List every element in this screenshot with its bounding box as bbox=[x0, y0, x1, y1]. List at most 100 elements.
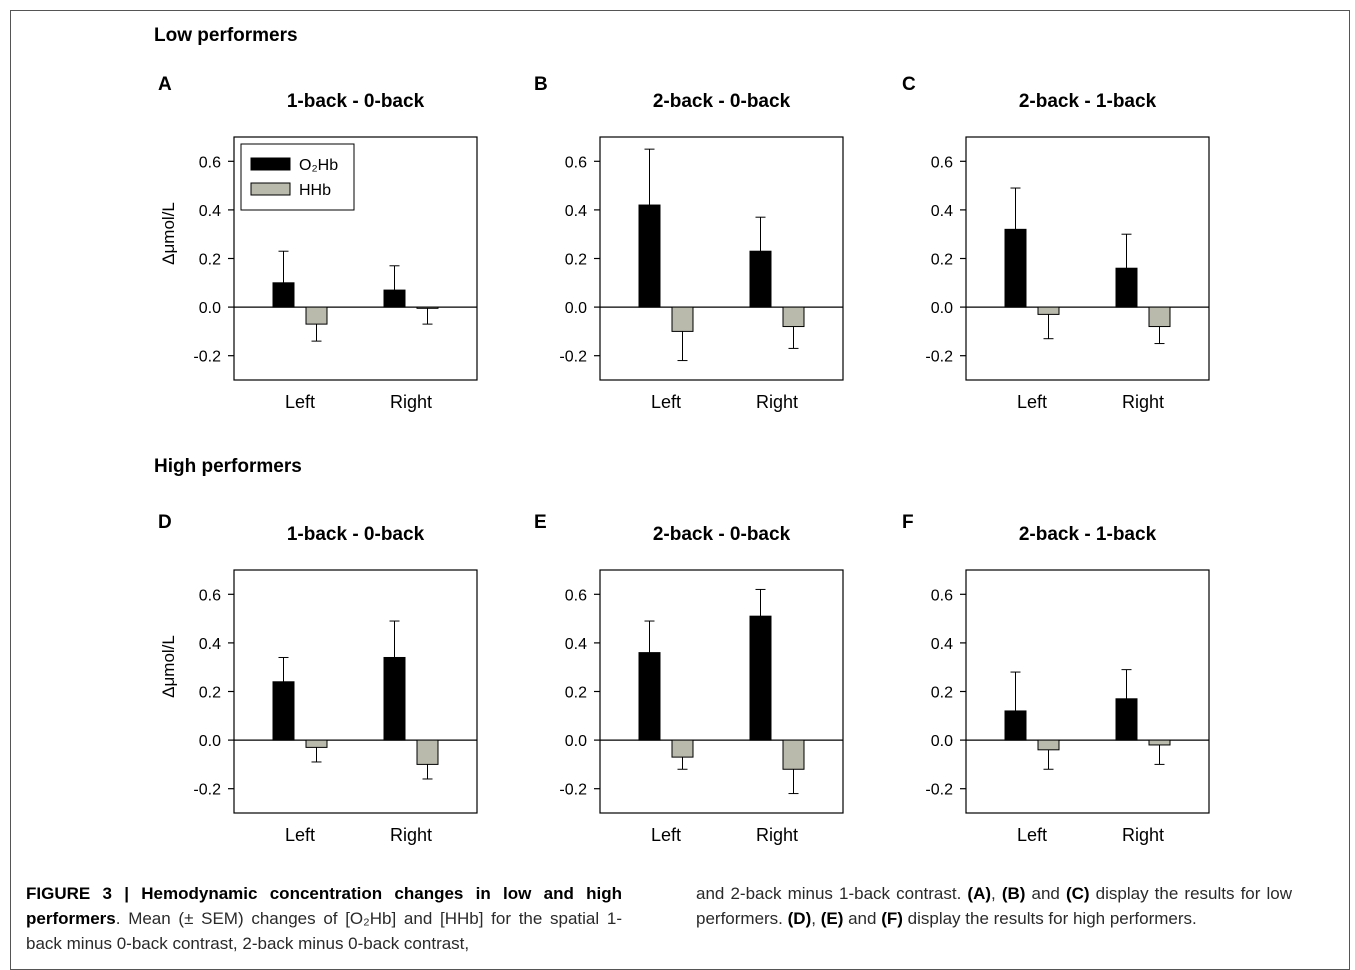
y-tick-label: 0.2 bbox=[565, 252, 587, 269]
chart-c: 2-back - 1-back -0.2 0.0 0.2 0.4 0.6 Left Right bbox=[925, 91, 1210, 412]
panel-letter-c: C bbox=[902, 74, 916, 95]
caption-and: and bbox=[843, 909, 882, 928]
y-axis-label: Δμmol/L bbox=[159, 635, 178, 698]
plot-frame bbox=[965, 136, 1210, 381]
bar-o2hb bbox=[272, 282, 295, 308]
x-tick-label: Right bbox=[390, 392, 432, 412]
bar-o2hb bbox=[383, 289, 406, 308]
panel-letter-d: D bbox=[158, 512, 172, 533]
legend-swatch-hhb bbox=[250, 182, 291, 196]
caption-ref-b: (B) bbox=[1001, 884, 1026, 903]
x-tick-label: Left bbox=[285, 392, 315, 412]
y-tick-label: 0.4 bbox=[931, 636, 953, 653]
y-tick-label: -0.2 bbox=[925, 349, 953, 366]
legend-box bbox=[240, 143, 355, 211]
y-tick-label: 0.0 bbox=[199, 300, 221, 317]
x-tick-label: Right bbox=[1122, 392, 1164, 412]
bar-hhb bbox=[305, 739, 328, 748]
y-tick-label: 0.2 bbox=[199, 252, 221, 269]
bar-hhb bbox=[782, 739, 805, 770]
bar-hhb bbox=[782, 306, 805, 328]
legend-label: O₂Hb bbox=[299, 157, 338, 174]
bar-o2hb bbox=[1115, 267, 1138, 308]
y-tick-label: 0.2 bbox=[565, 685, 587, 702]
plot-frame bbox=[965, 569, 1210, 814]
x-tick-label: Right bbox=[756, 392, 798, 412]
y-tick-label: 0.6 bbox=[565, 587, 587, 604]
bar-o2hb bbox=[1004, 710, 1027, 741]
caption-right-column: and 2-back minus 1-back contrast. (A), (… bbox=[696, 881, 1292, 931]
bar-hhb bbox=[1148, 739, 1171, 746]
panel-letter-f: F bbox=[902, 512, 914, 533]
bar-hhb bbox=[1037, 739, 1060, 751]
y-tick-label: 0.0 bbox=[565, 733, 587, 750]
caption-sep: , bbox=[811, 909, 821, 928]
x-tick-label: Left bbox=[1017, 392, 1047, 412]
legend-swatch-o2hb bbox=[250, 157, 291, 171]
bar-o2hb bbox=[638, 204, 661, 308]
x-tick-label: Left bbox=[651, 392, 681, 412]
chart-f: 2-back - 1-back -0.2 0.0 0.2 0.4 0.6 Left Right bbox=[925, 524, 1210, 845]
panel-letter-a: A bbox=[158, 74, 172, 95]
legend-label: HHb bbox=[299, 182, 331, 199]
y-tick-label: 0.6 bbox=[931, 587, 953, 604]
bar-o2hb bbox=[1004, 228, 1027, 308]
caption-ref-d: (D) bbox=[787, 909, 812, 928]
caption-ref-c: (C) bbox=[1065, 884, 1090, 903]
caption-lead: FIGURE 3 | Hemodynamic concentration cha… bbox=[26, 884, 622, 928]
x-tick-label: Right bbox=[390, 825, 432, 845]
group-title-low: Low performers bbox=[154, 25, 298, 46]
y-tick-label: 0.2 bbox=[931, 252, 953, 269]
group-title-high: High performers bbox=[154, 456, 302, 477]
bar-o2hb bbox=[749, 615, 772, 741]
caption-part2b: display the results for low performers. bbox=[696, 884, 1292, 928]
plot-frame bbox=[599, 569, 844, 814]
y-tick-label: 0.4 bbox=[565, 636, 587, 653]
plot-frame bbox=[599, 136, 844, 381]
y-tick-label: 0.6 bbox=[931, 154, 953, 171]
caption-and: and bbox=[1025, 884, 1066, 903]
chart-d: 1-back - 0-back -0.2 0.0 0.2 0.4 0.6 Δμmol/L Le… bbox=[159, 524, 478, 845]
panel-letter-b: B bbox=[534, 74, 548, 95]
bar-o2hb bbox=[749, 250, 772, 308]
bar-o2hb bbox=[1115, 698, 1138, 741]
bar-hhb bbox=[416, 306, 439, 309]
bar-o2hb bbox=[272, 681, 295, 741]
x-tick-label: Left bbox=[285, 825, 315, 845]
bar-hhb bbox=[305, 306, 328, 325]
y-tick-label: 0.0 bbox=[931, 733, 953, 750]
plot-frame bbox=[233, 569, 478, 814]
chart-e: 2-back - 0-back -0.2 0.0 0.2 0.4 0.6 Left Right bbox=[559, 524, 844, 845]
caption-left-column: FIGURE 3 | Hemodynamic concentration cha… bbox=[26, 881, 622, 956]
x-tick-label: Left bbox=[651, 825, 681, 845]
caption-ref-e: (E) bbox=[820, 909, 844, 928]
y-tick-label: 0.2 bbox=[199, 685, 221, 702]
y-tick-label: -0.2 bbox=[193, 782, 221, 799]
y-tick-label: 0.6 bbox=[199, 154, 221, 171]
x-tick-label: Left bbox=[1017, 825, 1047, 845]
y-tick-label: -0.2 bbox=[925, 782, 953, 799]
caption-part1: . Mean (± SEM) changes of [O₂Hb] and [HH… bbox=[26, 909, 622, 953]
x-tick-label: Right bbox=[1122, 825, 1164, 845]
y-tick-label: -0.2 bbox=[559, 782, 587, 799]
chart-title: 1-back - 0-back bbox=[287, 524, 425, 545]
caption-ref-a: (A) bbox=[967, 884, 992, 903]
panel-letter-e: E bbox=[534, 512, 547, 533]
chart-a: 1-back - 0-back -0.2 0.0 0.2 0.4 0.6 Δμmol/L Le… bbox=[159, 91, 478, 412]
y-tick-label: -0.2 bbox=[559, 349, 587, 366]
chart-title: 2-back - 1-back bbox=[1019, 524, 1157, 545]
bar-o2hb bbox=[383, 656, 406, 741]
chart-b: 2-back - 0-back -0.2 0.0 0.2 0.4 0.6 Left Right bbox=[559, 91, 844, 412]
y-tick-label: 0.6 bbox=[199, 587, 221, 604]
y-tick-label: -0.2 bbox=[193, 349, 221, 366]
y-tick-label: 0.6 bbox=[565, 154, 587, 171]
chart-title: 2-back - 0-back bbox=[653, 91, 791, 112]
bar-hhb bbox=[1148, 306, 1171, 328]
caption-ref-f: (F) bbox=[881, 909, 903, 928]
y-tick-label: 0.4 bbox=[199, 636, 221, 653]
x-tick-label: Right bbox=[756, 825, 798, 845]
y-tick-label: 0.4 bbox=[931, 203, 953, 220]
caption-part2c: display the results for high performers. bbox=[902, 909, 1197, 928]
chart-title: 2-back - 1-back bbox=[1019, 91, 1157, 112]
y-tick-label: 0.4 bbox=[199, 203, 221, 220]
